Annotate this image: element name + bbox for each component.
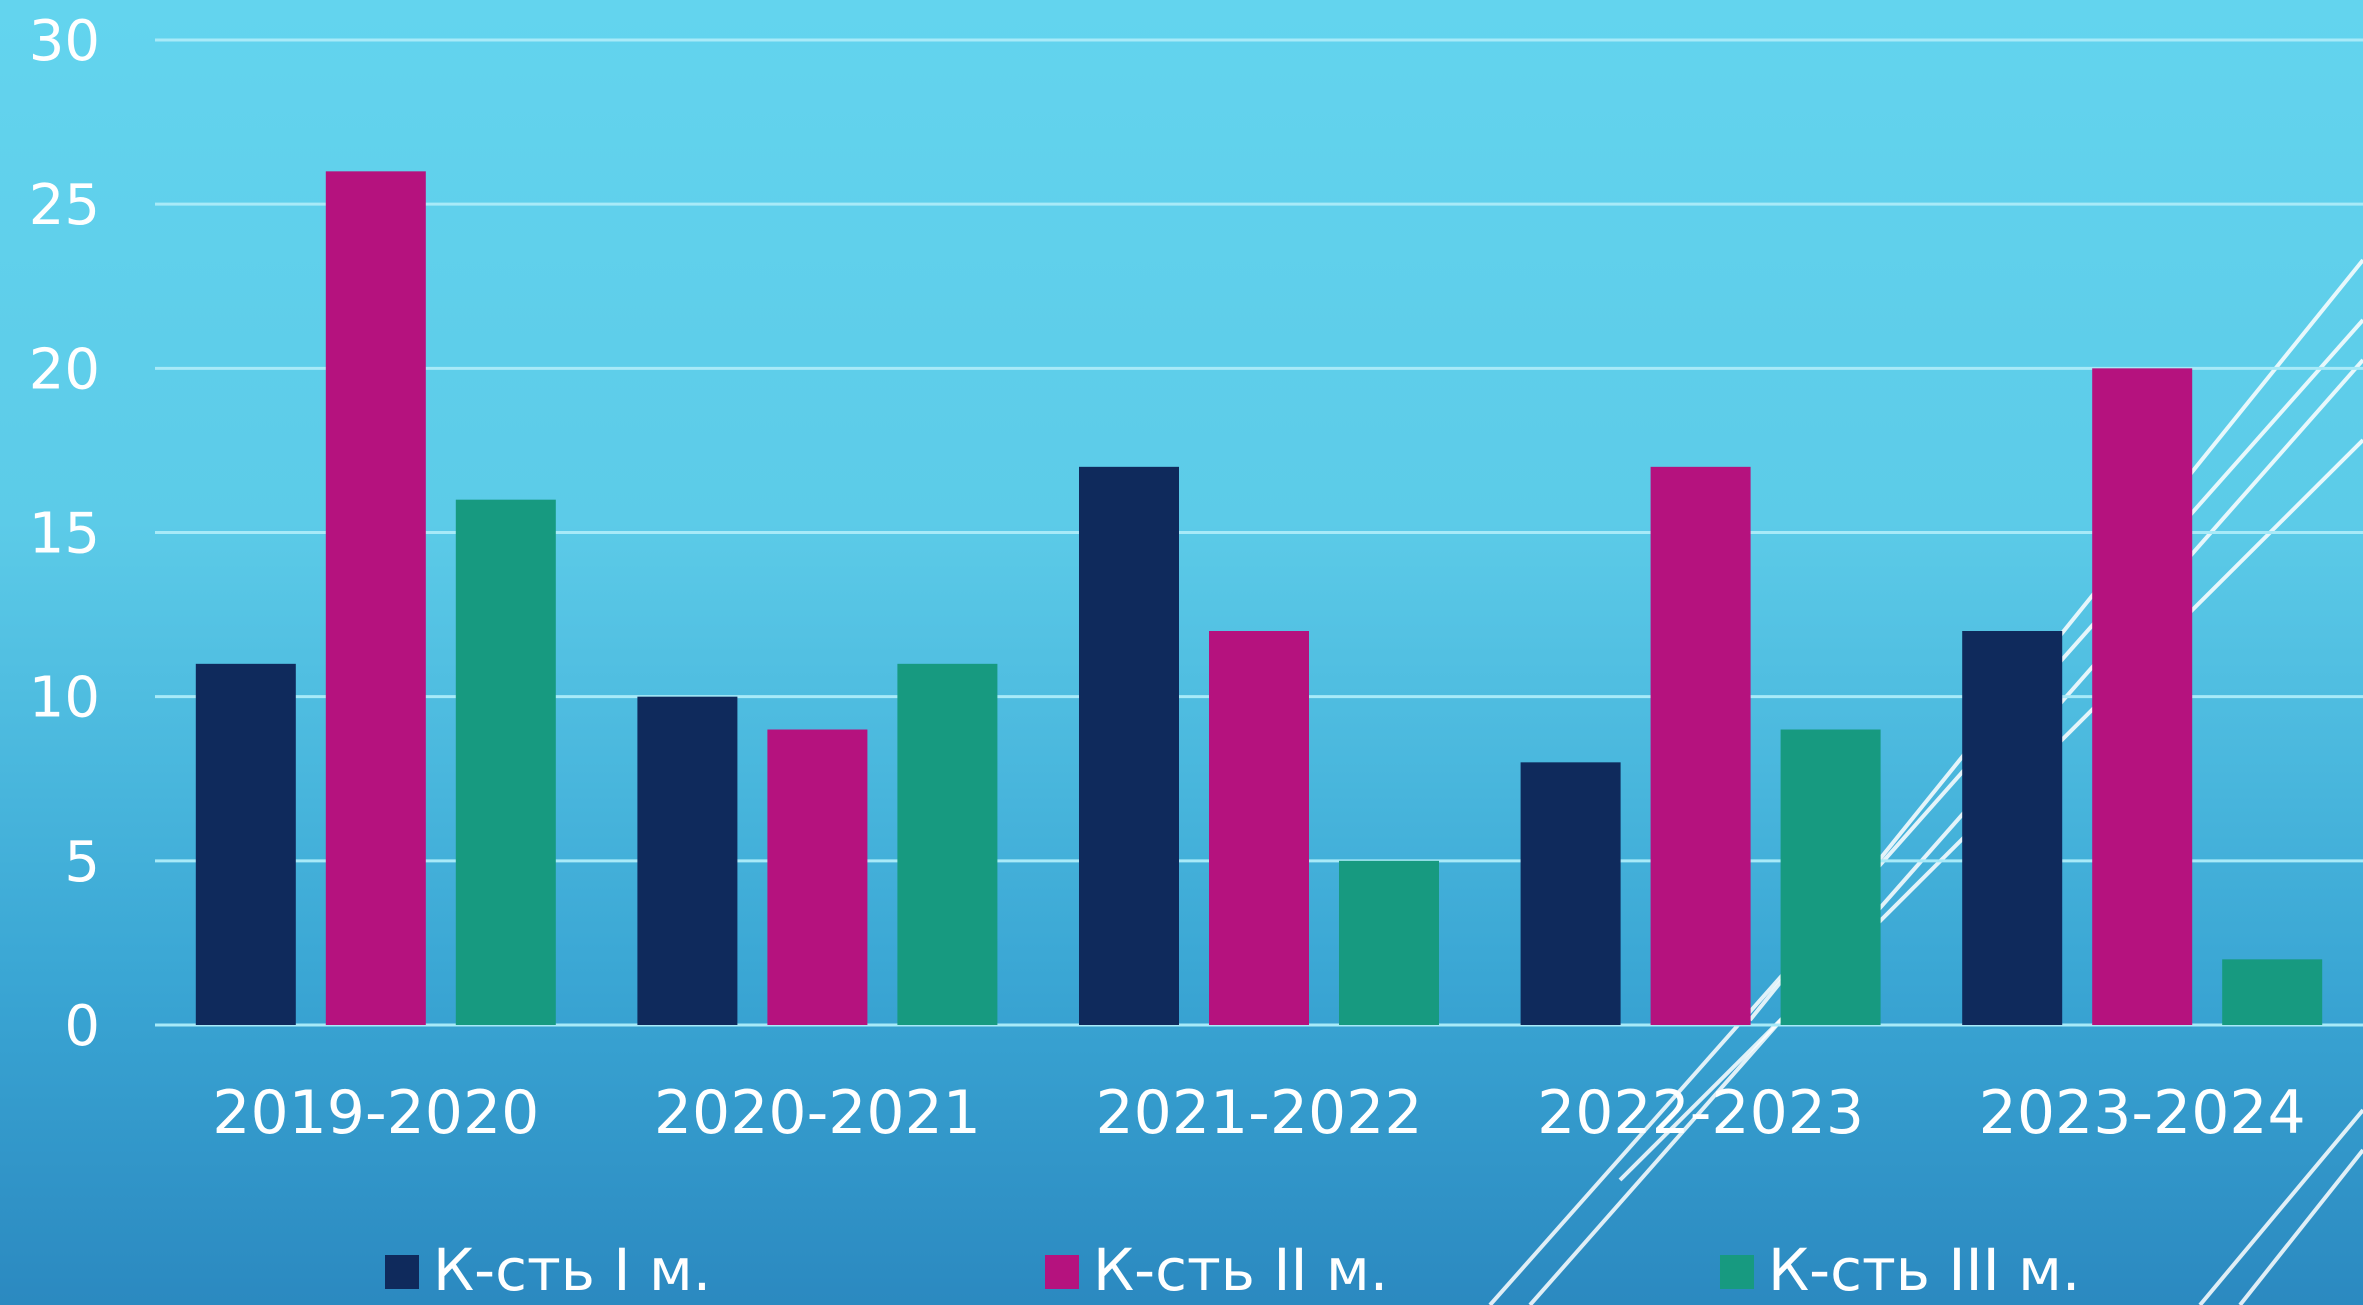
bar-1 — [195, 663, 296, 1025]
bar-3 — [2222, 959, 2323, 1025]
bar-3 — [897, 663, 998, 1025]
y-tick-label: 10 — [29, 666, 100, 731]
y-tick-label: 30 — [29, 9, 100, 74]
legend-label: К-сть ІІІ м. — [1768, 1236, 2080, 1304]
bar-2 — [1209, 631, 1309, 1025]
legend-swatch — [385, 1255, 419, 1289]
bar-1 — [637, 696, 738, 1025]
y-axis-ticks: 0 5 10 15 20 25 30 — [29, 9, 100, 1059]
x-tick-label: 2019-2020 — [212, 1078, 539, 1148]
bar-2 — [325, 171, 426, 1026]
bar-2 — [1650, 466, 1751, 1025]
bar-3 — [1339, 860, 1439, 1025]
bar-3 — [1780, 729, 1881, 1025]
bar-2 — [767, 729, 868, 1025]
legend-swatch — [1720, 1255, 1754, 1289]
x-tick-label: 2022-2023 — [1537, 1078, 1864, 1148]
bar-1 — [1962, 631, 2063, 1025]
bar-1 — [1520, 762, 1621, 1025]
decorative-diagonal-lines — [1488, 258, 2363, 1305]
y-tick-label: 25 — [29, 173, 100, 238]
bar-1 — [1079, 466, 1179, 1025]
bars — [195, 171, 2323, 1026]
bar-2 — [2092, 368, 2193, 1025]
y-tick-label: 15 — [29, 502, 100, 567]
x-tick-label: 2020-2021 — [654, 1078, 981, 1148]
x-tick-label: 2021-2022 — [1095, 1078, 1422, 1148]
bar-3 — [455, 499, 556, 1026]
x-axis-ticks: 2019-2020 2020-2021 2021-2022 2022-2023 2023… — [212, 1078, 2305, 1148]
legend-label: К-сть ІІ м. — [1093, 1236, 1388, 1304]
y-tick-label: 20 — [29, 337, 100, 402]
legend-swatch — [1045, 1255, 1079, 1289]
y-tick-label: 5 — [64, 830, 100, 895]
legend: К-сть І м. К-сть ІІ м. К-сть ІІІ м. — [385, 1236, 2080, 1304]
y-tick-label: 0 — [64, 994, 100, 1059]
legend-label: К-сть І м. — [433, 1236, 711, 1304]
x-tick-label: 2023-2024 — [1979, 1078, 2306, 1148]
